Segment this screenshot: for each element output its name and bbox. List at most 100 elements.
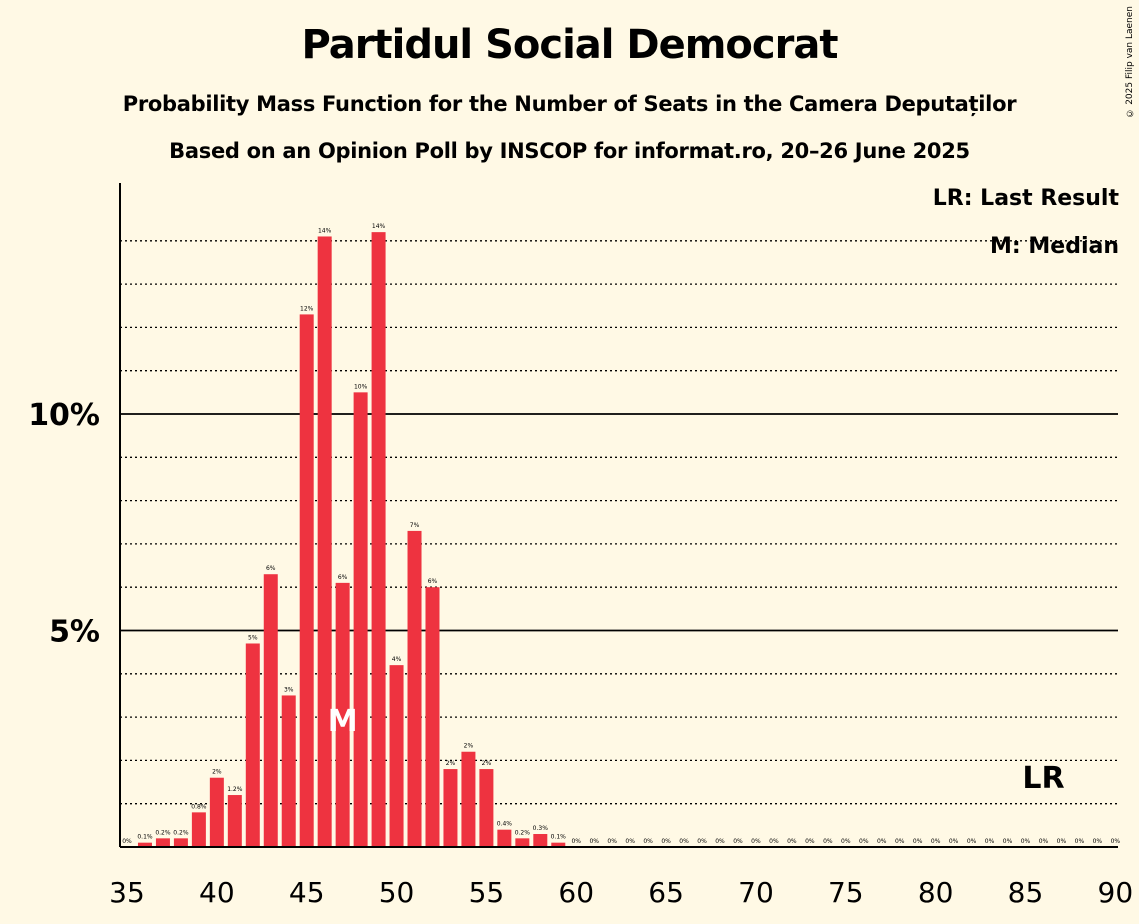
x-tick-label-90: 90 [1098, 876, 1134, 909]
bar-seat-57 [515, 838, 530, 847]
bar-label-seat-80: 0% [931, 838, 941, 845]
bar-label-seat-73: 0% [805, 838, 815, 845]
bar-seat-40 [209, 777, 224, 847]
chart-title: Partidul Social Democrat [301, 22, 839, 68]
bar-label-seat-55: 2% [482, 760, 492, 767]
bar-seat-55 [479, 769, 494, 847]
bar-seat-44 [281, 695, 296, 847]
bar-seat-59 [551, 842, 566, 847]
bar-seat-52 [425, 587, 440, 847]
bar-seat-45 [299, 314, 314, 847]
bar-label-seat-65: 0% [661, 838, 671, 845]
x-tick-label-40: 40 [199, 876, 235, 909]
x-tick-label-50: 50 [379, 876, 415, 909]
bar-seat-43 [263, 574, 278, 847]
bar-label-seat-53: 2% [446, 760, 456, 767]
bar-labels: 0%0.1%0.2% 0.2%0.8%2%1.2%5%6%3%12%14%6%10… [122, 223, 1120, 845]
bar-label-seat-40: 2% [212, 769, 222, 776]
last-result-marker: LR [1022, 761, 1064, 796]
bar-label-seat-75: 0% [841, 838, 851, 845]
bar-label-seat-51: 7% [410, 522, 420, 529]
legend-last-result: LR: Last Result [932, 186, 1119, 211]
bar-label-seat-59: 0.1% [551, 834, 567, 841]
bar-label-seat-48: 10% [354, 383, 368, 390]
x-tick-label-55: 55 [469, 876, 505, 909]
bar-label-seat-43: 6% [266, 565, 276, 572]
median-marker: M [328, 704, 358, 739]
bar-seat-48 [353, 392, 368, 847]
bar-label-seat-78: 0% [895, 838, 905, 845]
bar-label-seat-81: 0% [949, 838, 959, 845]
x-tick-label-35: 35 [109, 876, 145, 909]
y-tick-label-10: 10% [28, 398, 100, 433]
x-tick-label-45: 45 [289, 876, 325, 909]
bar-label-seat-88: 0% [1075, 838, 1085, 845]
bar-seat-42 [245, 643, 260, 847]
bar-seat-39 [191, 812, 206, 847]
bar-label-seat-63: 0% [625, 838, 635, 845]
bar-label-seat-49: 14% [372, 223, 386, 230]
bar-seat-53 [443, 769, 458, 847]
bar-label-seat-90: 0% [1111, 838, 1121, 845]
bar-label-seat-82: 0% [967, 838, 977, 845]
bar-label-seat-67: 0% [697, 838, 707, 845]
bar-label-seat-89: 0% [1093, 838, 1103, 845]
y-tick-label-5: 5% [49, 615, 100, 650]
bars [137, 232, 566, 848]
bar-label-seat-70: 0% [751, 838, 761, 845]
bar-seat-46 [317, 236, 332, 848]
bar-seat-54 [461, 751, 476, 847]
bar-label-seat-62: 0% [607, 838, 617, 845]
bar-label-seat-68: 0% [715, 838, 725, 845]
bar-label-seat-84: 0% [1003, 838, 1013, 845]
bar-label-seat-69: 0% [733, 838, 743, 845]
bar-label-seat-38: 0.2% [173, 829, 189, 836]
bar-label-seat-85: 0% [1021, 838, 1031, 845]
markers: M LR [328, 704, 1065, 796]
bar-seat-49 [371, 232, 386, 847]
bar-label-seat-76: 0% [859, 838, 869, 845]
chart-source: Based on an Opinion Poll by INSCOP for i… [169, 139, 970, 163]
bar-label-seat-61: 0% [589, 838, 599, 845]
bar-label-seat-87: 0% [1057, 838, 1067, 845]
bar-label-seat-41: 1.2% [227, 786, 243, 793]
x-tick-label-75: 75 [828, 876, 864, 909]
bar-label-seat-58: 0.3% [533, 825, 549, 832]
bar-seat-41 [227, 795, 242, 847]
bar-label-seat-46: 14% [318, 227, 332, 234]
bar-label-seat-74: 0% [823, 838, 833, 845]
x-tick-label-60: 60 [558, 876, 594, 909]
legend-median: M: Median [990, 234, 1119, 259]
bar-label-seat-83: 0% [985, 838, 995, 845]
x-tick-label-80: 80 [918, 876, 954, 909]
bar-label-seat-56: 0.4% [497, 821, 513, 828]
bar-label-seat-71: 0% [769, 838, 779, 845]
bar-label-seat-86: 0% [1039, 838, 1049, 845]
bar-label-seat-36: 0.1% [137, 834, 153, 841]
bar-label-seat-50: 4% [392, 656, 402, 663]
bar-label-seat-35: 0% [122, 838, 132, 845]
bar-label-seat-60: 0% [571, 838, 581, 845]
bar-seat-38 [173, 838, 188, 847]
bar-label-seat-47: 6% [338, 574, 348, 581]
bar-seat-37 [155, 838, 170, 847]
bar-label-seat-37: 0.2% [155, 829, 171, 836]
bar-label-seat-72: 0% [787, 838, 797, 845]
x-tick-label-85: 85 [1008, 876, 1044, 909]
bar-label-seat-57: 0.2% [515, 829, 531, 836]
bar-seat-47 [335, 582, 350, 847]
bar-label-seat-54: 2% [464, 743, 474, 750]
bar-seat-58 [533, 834, 548, 847]
bar-label-seat-66: 0% [679, 838, 689, 845]
bar-label-seat-45: 12% [300, 305, 314, 312]
bar-label-seat-42: 5% [248, 634, 258, 641]
bar-seat-51 [407, 530, 422, 847]
bar-label-seat-44: 3% [284, 686, 294, 693]
bar-seat-50 [389, 665, 404, 847]
x-tick-label-70: 70 [738, 876, 774, 909]
bar-label-seat-39: 0.8% [191, 803, 207, 810]
bar-label-seat-79: 0% [913, 838, 923, 845]
bar-seat-36 [137, 842, 152, 847]
bar-label-seat-77: 0% [877, 838, 887, 845]
